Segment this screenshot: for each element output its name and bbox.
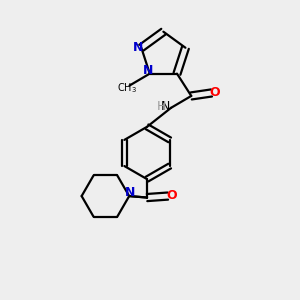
Text: CH$_3$: CH$_3$ — [117, 81, 137, 95]
Text: O: O — [210, 85, 220, 99]
Text: O: O — [166, 189, 177, 202]
Text: N: N — [161, 100, 170, 113]
Text: N: N — [133, 40, 143, 54]
Text: N: N — [143, 64, 153, 77]
Text: N: N — [125, 186, 135, 199]
Text: H: H — [157, 100, 166, 113]
